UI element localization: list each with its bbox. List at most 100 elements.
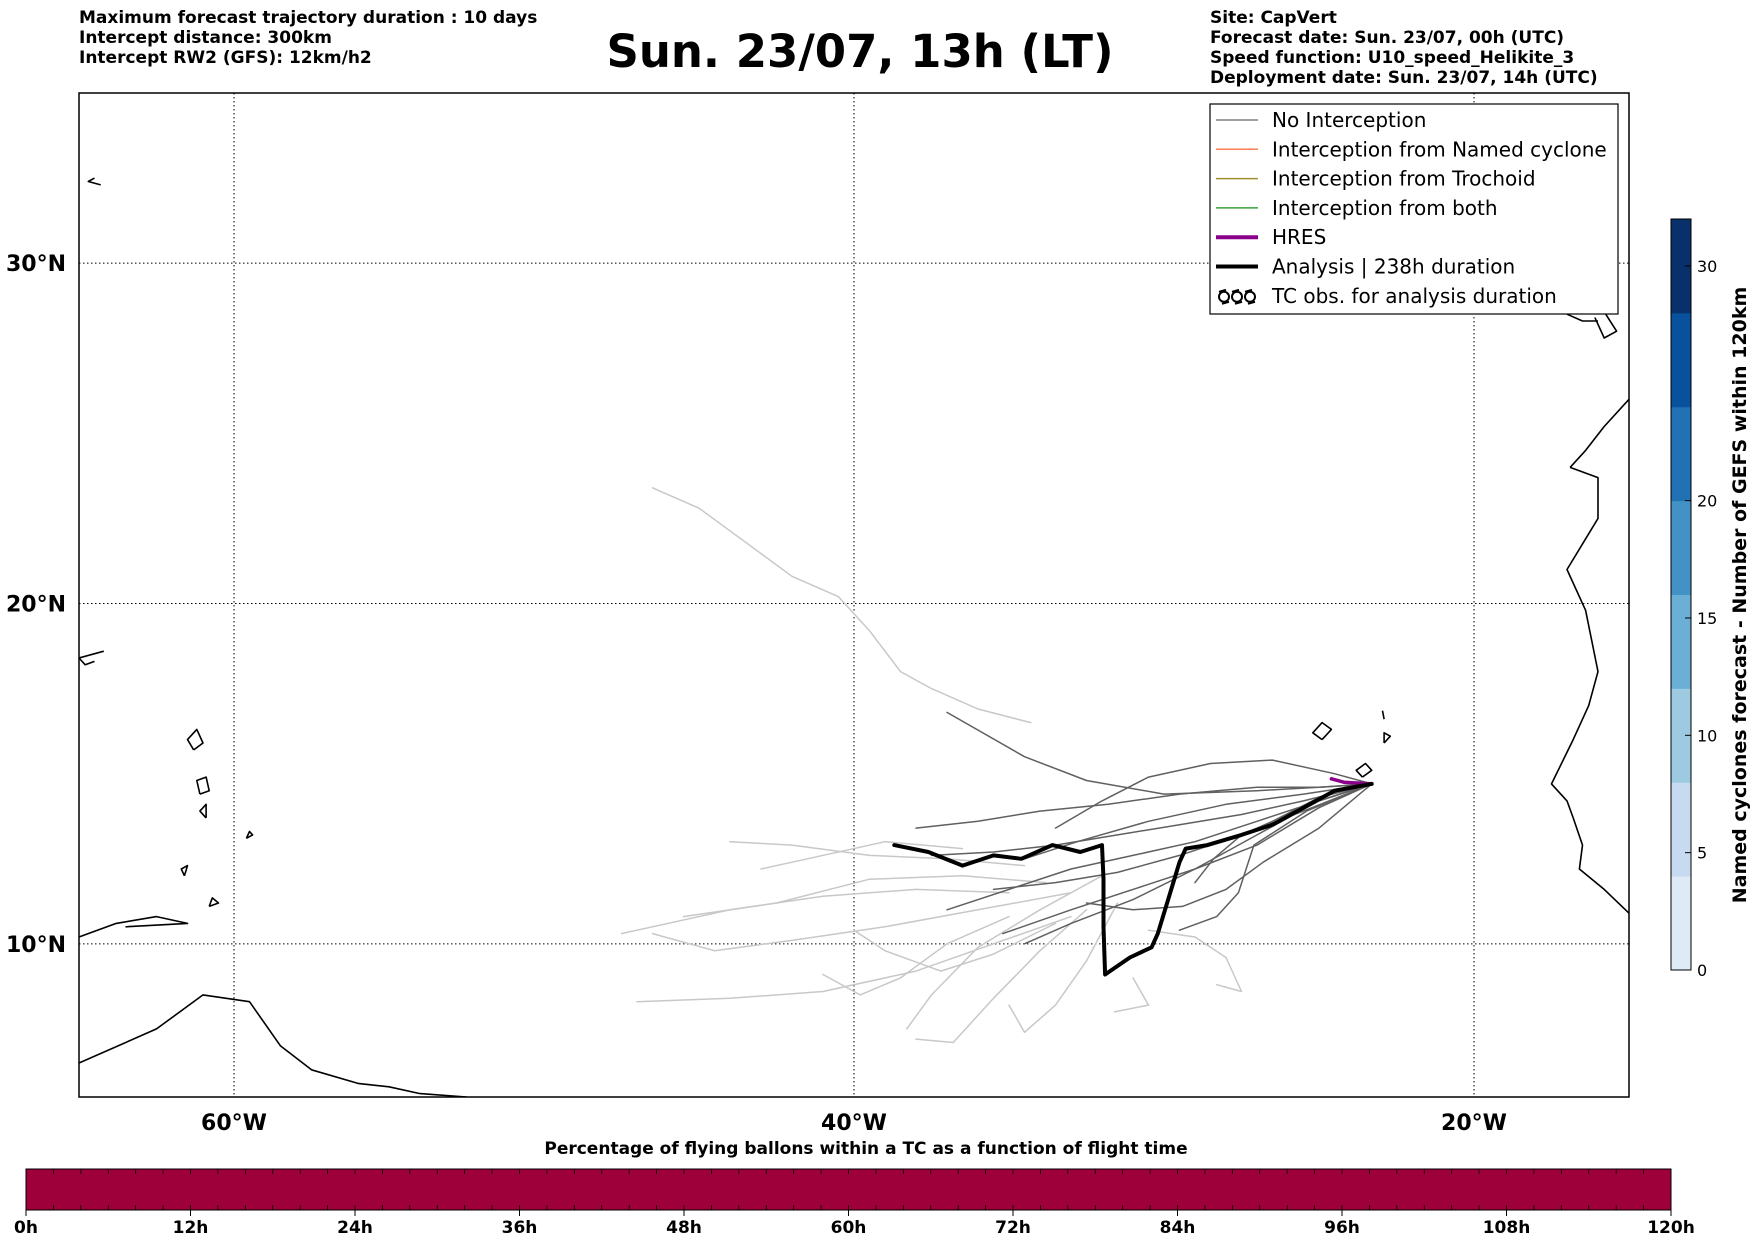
colorbar-swatch: [1671, 876, 1691, 971]
tc-bar-tick-label: 48h: [666, 1218, 702, 1238]
colorbar-tick-label: 20: [1697, 492, 1717, 511]
trajectory-no-interception: [853, 922, 1057, 972]
coastlines: [79, 177, 1629, 1097]
coastline: [245, 830, 254, 840]
trajectory-no-interception: [620, 888, 1010, 935]
coastline: [79, 915, 189, 938]
colorbar-tick-label: 30: [1697, 257, 1717, 276]
map-frame: [78, 92, 1630, 1098]
tc-bar-tick-label: 84h: [1160, 1218, 1196, 1238]
trajectory-no-interception: [682, 875, 1047, 918]
cyclone-colorbar: 0 5 10 15 20 30 Named cyclones forecast - Num…: [1670, 218, 1751, 980]
trajectory-no-interception: [1147, 929, 1243, 993]
colorbar-swatch: [1671, 219, 1691, 314]
tc-symbol-icon: [1218, 288, 1256, 305]
colorbar-swatches: [1671, 219, 1691, 971]
tc-bar-tick-label: 36h: [502, 1218, 538, 1238]
coastline: [199, 803, 207, 819]
colorbar-tick-label: 0: [1697, 961, 1707, 980]
colorbar-swatch: [1671, 594, 1691, 689]
deployment-date-text: Deployment date: Sun. 23/07, 14h (UTC): [1210, 68, 1598, 88]
legend-label: Interception from Trochoid: [1272, 167, 1536, 191]
site-parameters: Site: CapVert Forecast date: Sun. 23/07,…: [1210, 8, 1598, 88]
trajectory-no-interception: [1054, 759, 1373, 829]
tc-bar-fill: [25, 1168, 1672, 1211]
trajectory-no-interception: [1178, 783, 1373, 931]
trajectory-no-interception: [905, 875, 1103, 1030]
coastline: [79, 650, 105, 666]
forecast-parameters: Maximum forecast trajectory duration : 1…: [79, 8, 537, 68]
lat-tick-label: 30°N: [6, 252, 66, 277]
map-legend: No Interception Interception from Named c…: [1209, 103, 1619, 315]
coastline: [1381, 710, 1385, 720]
legend-label: Analysis | 238h duration: [1272, 255, 1515, 279]
max-duration-text: Maximum forecast trajectory duration : 1…: [79, 8, 538, 28]
legend-label: HRES: [1272, 225, 1326, 249]
trajectory-hres: [1329, 777, 1374, 786]
forecast-date-text: Forecast date: Sun. 23/07, 00h (UTC): [1210, 28, 1565, 48]
colorbar-swatch: [1671, 782, 1691, 877]
latitude-ticks: 30°N 20°N 10°N: [6, 252, 66, 958]
lon-tick-label: 20°W: [1441, 1111, 1507, 1136]
colorbar-title: Named cyclones forecast - Number of GEFS…: [1729, 287, 1751, 904]
coastline: [1355, 762, 1373, 778]
colorbar-swatch: [1671, 688, 1691, 783]
trajectory-no-interception: [760, 840, 964, 870]
tc-bar-title: Percentage of flying ballons within a TC…: [544, 1139, 1187, 1159]
trajectory-analysis: [892, 781, 1374, 977]
page-title: Sun. 23/07, 13h (LT): [606, 25, 1114, 78]
coastline: [196, 776, 210, 795]
speed-function-text: Speed function: U10_speed_Helikite_3: [1210, 48, 1575, 68]
tc-bar-tick-label: 108h: [1483, 1218, 1531, 1238]
coastline: [186, 728, 204, 751]
colorbar-tick-label: 15: [1697, 609, 1717, 628]
trajectory-no-interception: [1113, 977, 1150, 1013]
longitude-ticks: 60°W 40°W 20°W: [201, 1111, 1507, 1136]
colorbar-ticks: 0 5 10 15 20 30: [1685, 257, 1717, 980]
trajectory-no-interception: [992, 783, 1373, 891]
tc-bar-ticks: 0h 12h 24h 36h 48h 60h 72h 84h 96h 108h 120h: [14, 1169, 1695, 1238]
colorbar-swatch: [1671, 406, 1691, 502]
legend-box: [1209, 103, 1619, 315]
legend-label: TC obs. for analysis duration: [1271, 284, 1557, 308]
colorbar-frame: [1670, 218, 1692, 971]
trajectory-no-interception: [1008, 902, 1119, 1034]
trajectory-no-interception: [946, 711, 1373, 795]
colorbar-swatch: [1671, 312, 1691, 408]
coastline: [1569, 398, 1629, 468]
tc-bar-tick-label: 24h: [337, 1218, 373, 1238]
coastline: [79, 994, 467, 1097]
intercept-rw2-text: Intercept RW2 (GFS): 12km/h2: [79, 48, 372, 68]
trajectory-no-interception: [930, 783, 1373, 857]
lat-tick-label: 20°N: [6, 593, 66, 618]
tc-bar-tick-label: 120h: [1647, 1218, 1695, 1238]
coastline: [1312, 721, 1333, 741]
colorbar-swatch: [1671, 500, 1691, 595]
coastline: [87, 177, 101, 186]
tc-bar-tick-label: 12h: [173, 1218, 209, 1238]
trajectory-no-interception: [1023, 783, 1373, 860]
tc-bar-tick-label: 60h: [831, 1218, 867, 1238]
coastline: [1383, 731, 1392, 744]
tc-bar-tick-label: 96h: [1324, 1218, 1360, 1238]
legend-label: No Interception: [1272, 108, 1426, 132]
trajectory-no-interception: [1085, 783, 1373, 911]
trajectory-no-interception: [915, 909, 1088, 1044]
colorbar-tick-label: 5: [1697, 844, 1707, 863]
intercept-distance-text: Intercept distance: 300km: [79, 28, 332, 48]
lon-tick-label: 60°W: [201, 1111, 267, 1136]
site-text: Site: CapVert: [1210, 8, 1337, 28]
trajectory-no-interception: [822, 915, 1010, 996]
legend-label: Interception from both: [1272, 196, 1498, 220]
coastline: [1550, 466, 1629, 914]
coastline: [180, 864, 189, 877]
tc-bar-tick-label: 0h: [14, 1218, 38, 1238]
trajectory-no-interception: [636, 915, 1072, 1003]
colorbar-tick-label: 10: [1697, 726, 1717, 745]
lat-tick-label: 10°N: [6, 933, 66, 958]
coastline: [208, 897, 220, 908]
trajectory-no-interception: [651, 892, 1072, 952]
legend-label: Interception from Named cyclone: [1272, 137, 1607, 161]
coastline: [1566, 313, 1598, 322]
